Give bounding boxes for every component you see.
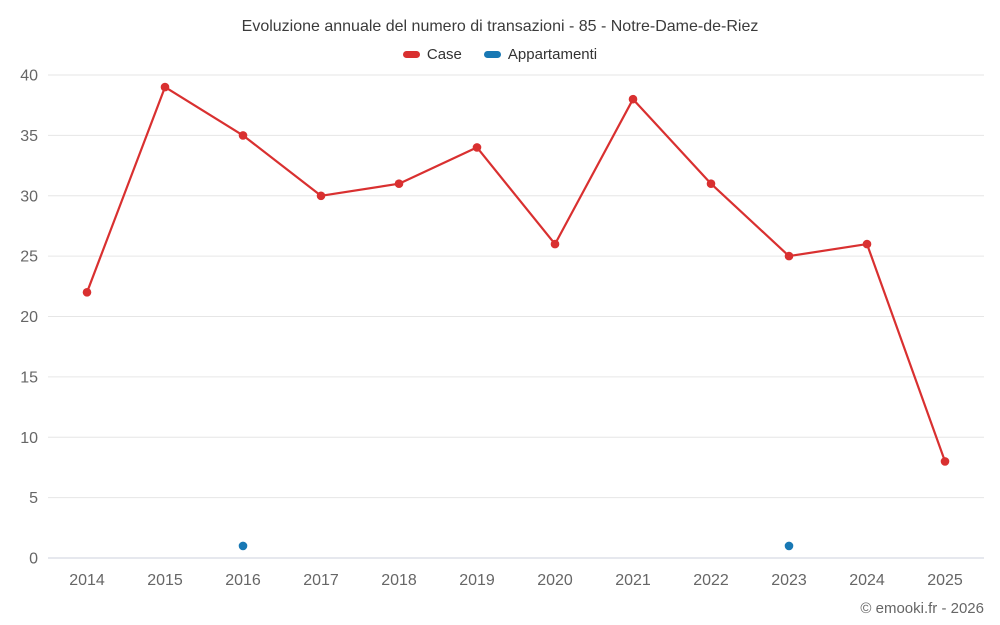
y-tick-label: 20	[20, 309, 38, 326]
x-tick-label: 2020	[537, 572, 573, 589]
x-tick-label: 2015	[147, 572, 183, 589]
data-point	[784, 251, 794, 261]
y-tick-label: 40	[20, 68, 38, 85]
y-tick-label: 0	[29, 551, 38, 568]
x-tick-label: 2021	[615, 572, 651, 589]
gridlines	[48, 74, 984, 559]
x-tick-label: 2025	[927, 572, 963, 589]
x-tick-label: 2024	[849, 572, 885, 589]
y-tick-label: 15	[20, 369, 38, 386]
legend-label-case: Case	[426, 46, 462, 63]
x-tick-label: 2014	[69, 572, 105, 589]
data-point	[394, 179, 404, 188]
chart-title: Evoluzione annuale del numero di transaz…	[241, 18, 759, 35]
x-tick-label: 2022	[693, 572, 729, 589]
data-point	[628, 94, 638, 104]
data-point	[82, 288, 92, 297]
data-point	[550, 239, 560, 249]
appartamenti-series-marker-icon	[483, 51, 501, 58]
x-tick-label: 2023	[771, 572, 807, 589]
data-point	[238, 541, 248, 551]
data-point	[238, 131, 248, 140]
data-point	[940, 457, 950, 466]
x-tick-label: 2019	[459, 572, 495, 589]
x-axis-labels: 2014 2015 2016 2017 2018 2019 2020 2021 2022 2023…	[69, 572, 963, 589]
data-point	[862, 239, 872, 249]
series-case	[82, 82, 950, 466]
case-series-marker-icon	[402, 51, 420, 58]
data-point	[160, 82, 170, 92]
y-tick-label: 5	[29, 490, 38, 507]
x-tick-label: 2017	[303, 572, 339, 589]
x-tick-label: 2016	[225, 572, 261, 589]
series-appartamenti	[238, 541, 794, 551]
data-point	[316, 191, 326, 201]
data-point	[784, 541, 794, 551]
y-tick-label: 35	[20, 128, 38, 145]
legend-item-appartamenti[interactable]: Appartamenti	[483, 46, 598, 63]
legend-item-case[interactable]: Case	[402, 46, 462, 63]
x-tick-label: 2018	[381, 572, 417, 589]
data-point	[706, 179, 716, 188]
legend-label-appartamenti: Appartamenti	[507, 46, 598, 63]
y-tick-label: 30	[20, 188, 38, 205]
y-tick-label: 25	[20, 249, 38, 266]
data-point	[472, 143, 482, 152]
y-tick-label: 10	[20, 430, 38, 447]
y-axis-labels: 0 5 10 15 20 25 30 35 40	[20, 68, 38, 568]
legend: Case Appartamenti	[0, 46, 1000, 63]
chart-footer-credit: © emooki.fr - 2026	[860, 600, 984, 617]
